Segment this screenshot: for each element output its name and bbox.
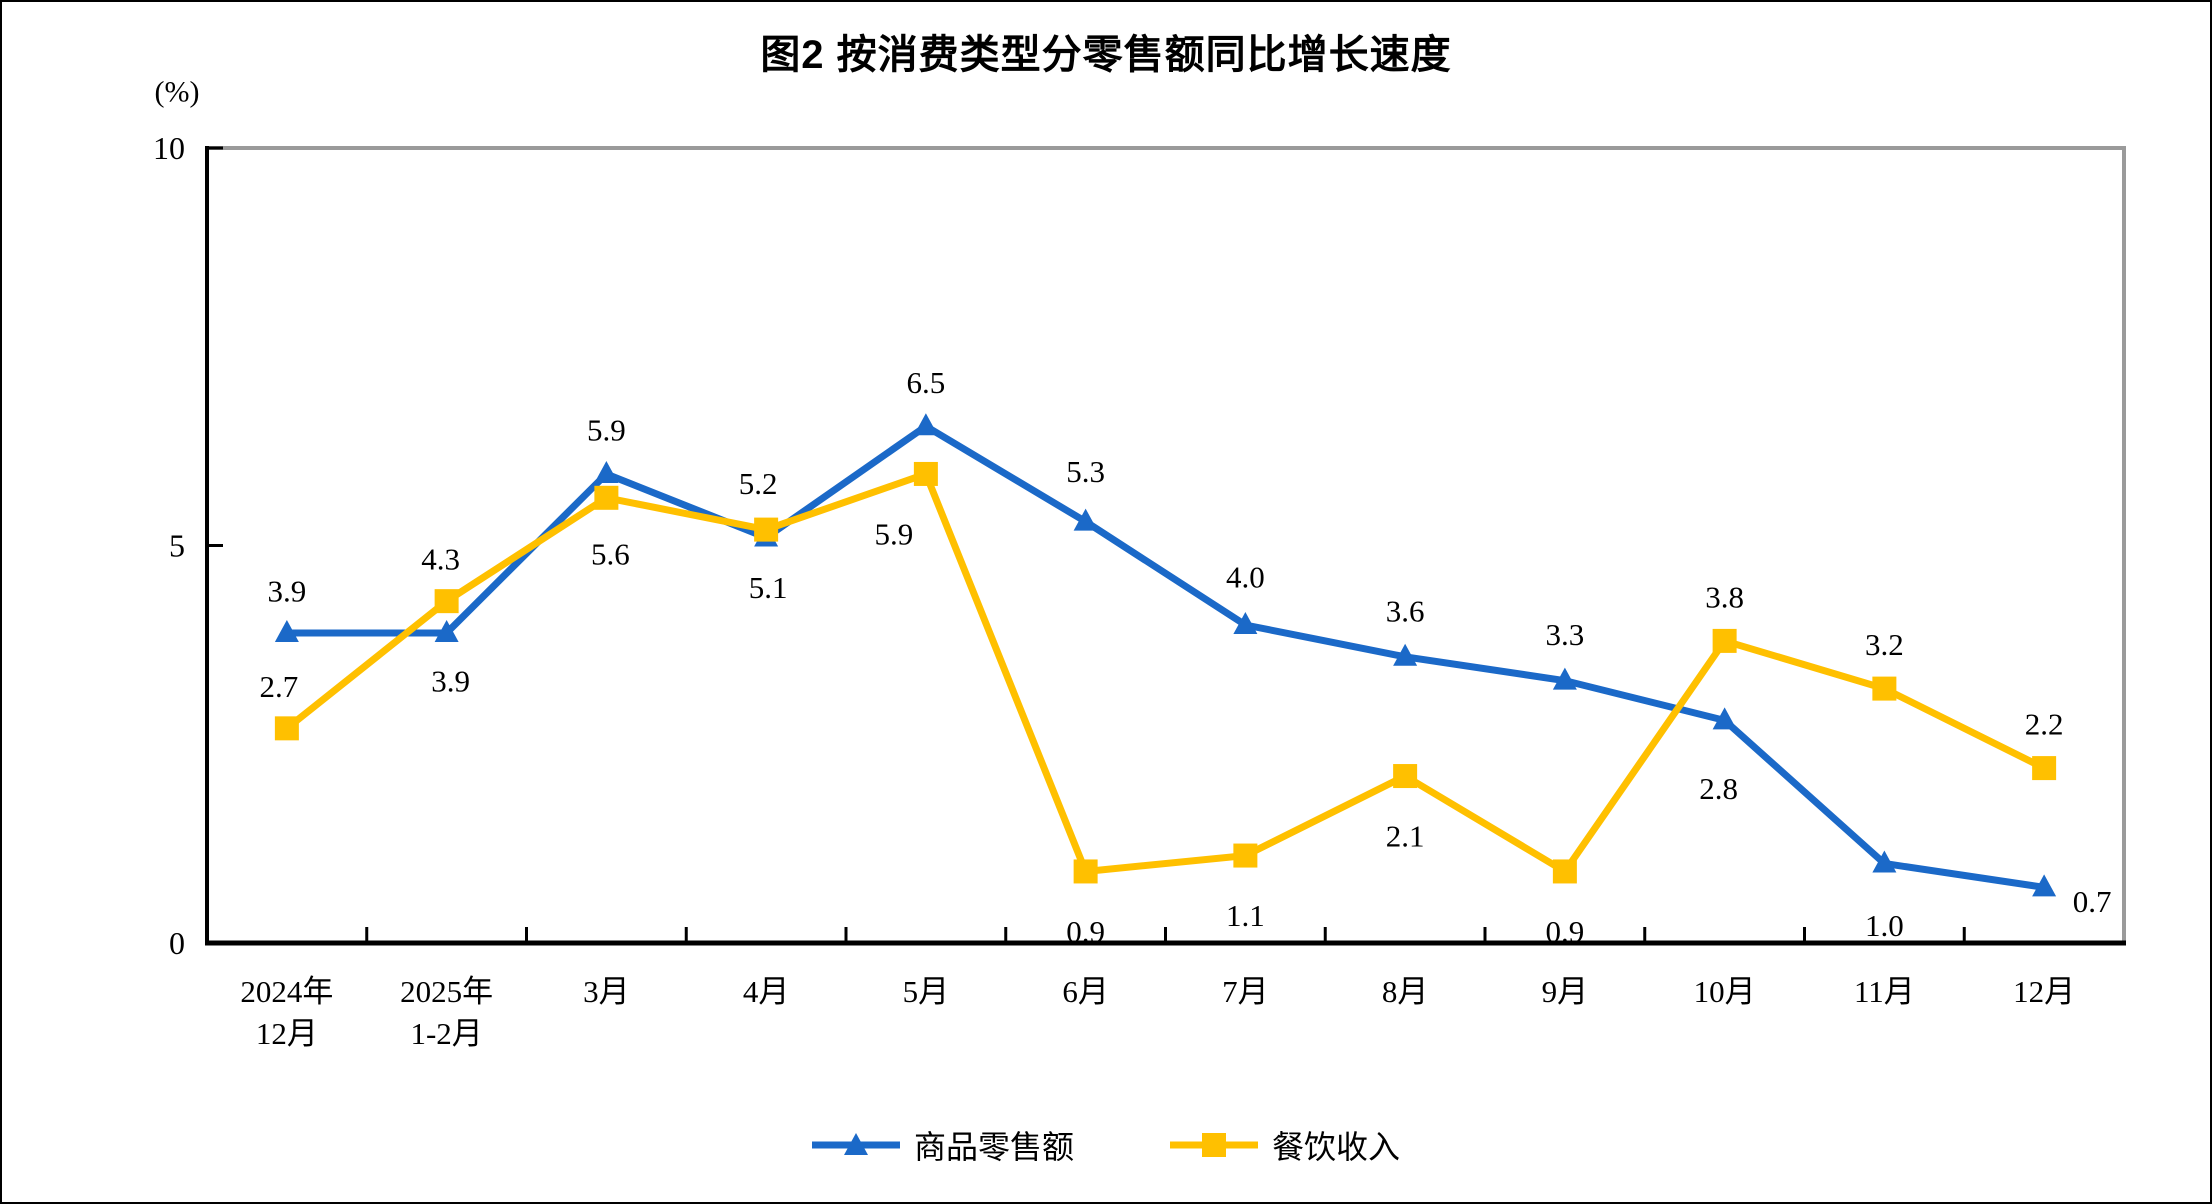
x-axis-category-label: 12月 [256,1016,318,1051]
x-axis-category-label: 7月 [1222,974,1269,1009]
x-axis-category-label: 2025年 [400,974,493,1009]
x-axis-category-label: 10月 [1694,974,1756,1009]
triangle-line-marker-icon [811,1133,900,1155]
data-label: 0.9 [1546,914,1585,949]
square-marker [1233,843,1258,868]
triangle-marker [1233,612,1258,634]
y-axis-tick-label: 10 [153,130,185,166]
square-marker [1073,859,1098,884]
data-label: 3.9 [431,663,470,698]
square-marker [274,716,299,741]
x-axis-category-label: 11月 [1854,974,1915,1009]
data-label: 2.8 [1699,771,1738,806]
triangle-marker [594,460,619,483]
data-label: 5.3 [1066,454,1105,489]
triangle-marker [1712,707,1737,730]
x-axis-category-label: 8月 [1382,974,1429,1009]
triangle-marker [1073,508,1098,531]
triangle-marker [1393,643,1418,666]
triangle-marker [913,413,938,436]
data-label: 5.9 [587,412,626,447]
data-label: 3.3 [1546,617,1585,652]
x-axis-category-label: 6月 [1062,974,1109,1009]
series-line-1 [284,469,2046,877]
data-label: 2.1 [1386,819,1425,854]
data-label: 5.1 [749,570,788,605]
x-axis-category-label: 5月 [903,974,950,1009]
legend-item-1: 餐饮收入 [1170,1122,1400,1168]
legend-label: 商品零售额 [913,1129,1074,1165]
chart-title: 图2 按消费类型分零售额同比增长速度 [760,33,1452,77]
square-marker [1393,764,1418,789]
x-axis-category-label: 3月 [583,974,630,1009]
x-axis-category-label: 9月 [1542,974,1589,1009]
data-label: 3.2 [1865,627,1904,662]
data-label: 5.9 [875,516,914,551]
data-label: 5.2 [739,466,778,501]
square-marker [1712,628,1737,653]
chart-legend: 商品零售额 餐饮收入 [0,1118,2212,1172]
data-label: 4.0 [1226,560,1265,595]
legend-label: 餐饮收入 [1272,1129,1401,1165]
square-marker [913,461,938,486]
data-label: 0.9 [1066,914,1105,949]
legend-item-0: 商品零售额 [811,1122,1074,1168]
square-marker [754,517,779,542]
triangle-marker [1872,850,1897,873]
y-axis-tick-label: 5 [169,528,185,564]
data-label: 1.0 [1865,908,1904,943]
data-label: 3.8 [1705,579,1744,614]
square-marker [594,485,619,510]
square-marker [2032,756,2057,781]
triangle-marker [1552,667,1577,690]
x-axis-category-label: 1-2月 [410,1016,482,1051]
data-label: 2.2 [2025,707,2064,742]
data-label: 3.9 [268,573,307,608]
square-marker [1872,676,1897,701]
triangle-marker [2032,874,2057,897]
square-line-marker-icon [1170,1133,1258,1157]
data-label: 3.6 [1386,593,1425,628]
x-axis-category-label: 4月 [743,974,790,1009]
data-label: 5.6 [591,536,630,571]
x-axis-category-label: 2024年 [240,974,333,1009]
y-axis-unit-label: (%) [155,76,200,109]
data-label: 4.3 [421,542,460,577]
x-axis-category-label: 12月 [2013,974,2075,1009]
triangle-marker [274,619,299,642]
square-marker [1552,859,1577,884]
data-label: 1.1 [1226,898,1265,933]
square-marker [434,589,459,614]
y-axis-tick-label: 0 [169,925,185,961]
series-line-0 [286,422,2045,891]
data-label: 0.7 [2073,884,2112,919]
data-label: 2.7 [260,669,299,704]
data-label: 6.5 [907,365,946,400]
triangle-marker [434,619,459,642]
